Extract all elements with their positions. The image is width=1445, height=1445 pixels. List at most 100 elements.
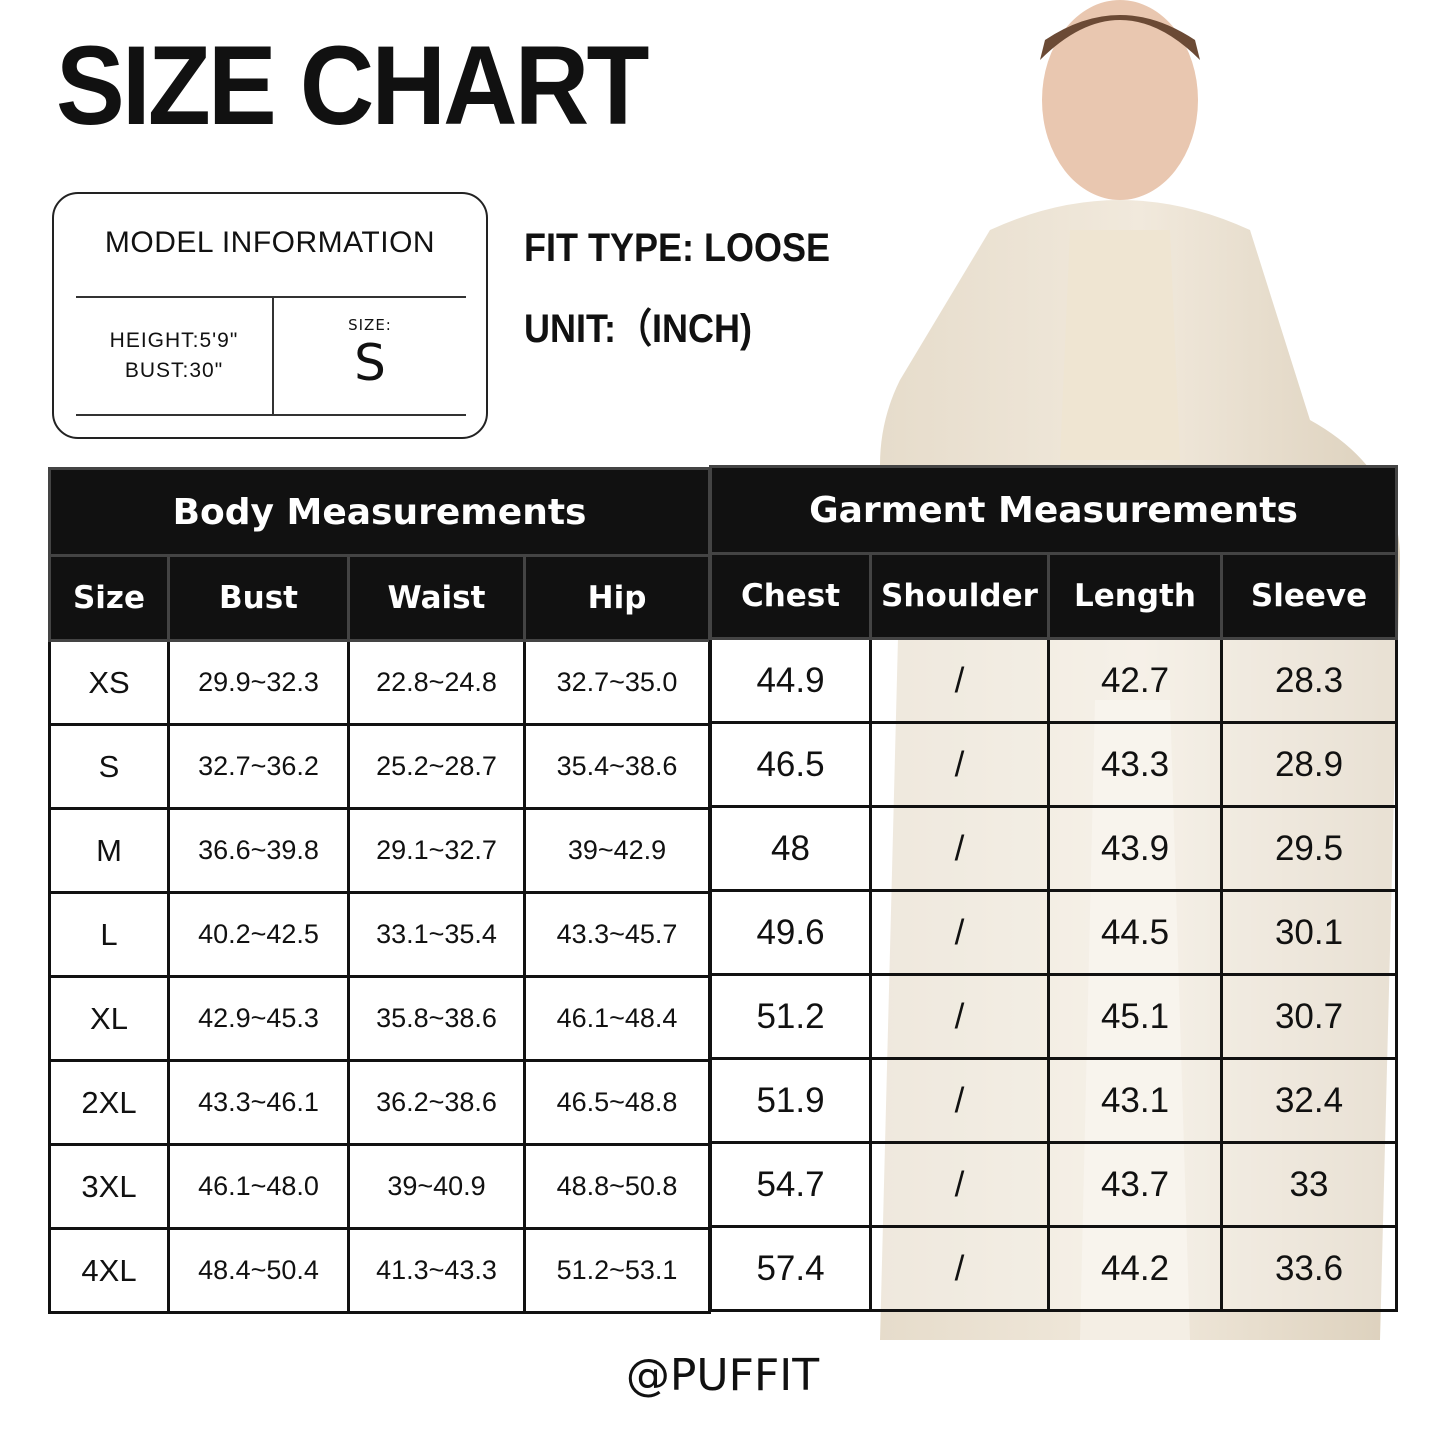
brand-handle: @PUFFIT xyxy=(625,1350,820,1401)
cell-shoulder: / xyxy=(869,637,1050,724)
cell-length: 43.7 xyxy=(1047,1141,1223,1228)
cell-shoulder: / xyxy=(869,721,1050,808)
table-row: L 40.2~42.5 33.1~35.4 43.3~45.7 xyxy=(48,891,712,978)
table-row: 2XL 43.3~46.1 36.2~38.6 46.5~48.8 xyxy=(48,1059,712,1146)
cell-bust: 42.9~45.3 xyxy=(167,975,350,1062)
column-header-chest: Chest xyxy=(709,552,872,640)
column-header-sleeve: Sleeve xyxy=(1219,552,1399,640)
cell-shoulder: / xyxy=(869,889,1050,976)
cell-length: 42.7 xyxy=(1047,637,1223,724)
cell-sleeve: 32.4 xyxy=(1219,1057,1399,1144)
model-height: HEIGHT:5'9" xyxy=(109,329,239,352)
divider xyxy=(76,414,466,416)
cell-length: 43.9 xyxy=(1047,805,1223,892)
model-information-heading: MODEL INFORMATION xyxy=(104,226,436,259)
table-row: M 36.6~39.8 29.1~32.7 39~42.9 xyxy=(48,807,712,894)
cell-hip: 48.8~50.8 xyxy=(522,1143,712,1230)
body-measurements-table: Body Measurements Size Bust Waist Hip XS 29.… xyxy=(47,467,712,1314)
cell-size: 3XL xyxy=(48,1143,170,1230)
model-information-box: MODEL INFORMATION HEIGHT:5'9" BUST:30" S… xyxy=(52,192,488,439)
cell-length: 45.1 xyxy=(1047,973,1223,1060)
table-row: 49.6/44.5 30.1 xyxy=(709,889,1399,976)
cell-length: 43.1 xyxy=(1047,1057,1223,1144)
cell-waist: 29.1~32.7 xyxy=(347,807,526,894)
cell-size: 2XL xyxy=(48,1059,170,1146)
table-row: 48/43.9 29.5 xyxy=(709,805,1399,892)
table-row: 51.2/45.1 30.7 xyxy=(709,973,1399,1060)
cell-bust: 46.1~48.0 xyxy=(167,1143,350,1230)
cell-size: L xyxy=(48,891,170,978)
cell-waist: 22.8~24.8 xyxy=(347,639,526,726)
cell-shoulder: / xyxy=(869,1141,1050,1228)
cell-waist: 39~40.9 xyxy=(347,1143,526,1230)
cell-size: XL xyxy=(48,975,170,1062)
cell-chest: 48 xyxy=(709,805,872,892)
cell-bust: 40.2~42.5 xyxy=(167,891,350,978)
fit-type: FIT TYPE: LOOSE xyxy=(524,226,831,270)
table-row: 51.9/43.1 32.4 xyxy=(709,1057,1399,1144)
cell-shoulder: / xyxy=(869,805,1050,892)
table-row: 46.5/43.3 28.9 xyxy=(709,721,1399,808)
cell-sleeve: 28.9 xyxy=(1219,721,1399,808)
table-row: XS 29.9~32.3 22.8~24.8 32.7~35.0 xyxy=(48,639,712,726)
cell-hip: 32.7~35.0 xyxy=(522,639,712,726)
table-row: XL 42.9~45.3 35.8~38.6 46.1~48.4 xyxy=(48,975,712,1062)
cell-bust: 29.9~32.3 xyxy=(167,639,350,726)
cell-sleeve: 30.1 xyxy=(1219,889,1399,976)
table-row: 3XL 46.1~48.0 39~40.9 48.8~50.8 xyxy=(48,1143,712,1230)
model-size-value: S xyxy=(354,334,386,392)
cell-hip: 39~42.9 xyxy=(522,807,712,894)
cell-waist: 25.2~28.7 xyxy=(347,723,526,810)
cell-hip: 43.3~45.7 xyxy=(522,891,712,978)
cell-chest: 51.9 xyxy=(709,1057,872,1144)
column-header-shoulder: Shoulder xyxy=(869,552,1050,640)
cell-chest: 44.9 xyxy=(709,637,872,724)
table-row: 54.7/43.7 33 xyxy=(709,1141,1399,1228)
cell-size: S xyxy=(48,723,170,810)
cell-hip: 35.4~38.6 xyxy=(522,723,712,810)
cell-chest: 57.4 xyxy=(709,1225,872,1312)
cell-waist: 33.1~35.4 xyxy=(347,891,526,978)
table-row: 44.9/42.7 28.3 xyxy=(709,637,1399,724)
garment-measurements-heading: Garment Measurements xyxy=(708,465,1399,555)
cell-chest: 51.2 xyxy=(709,973,872,1060)
cell-bust: 32.7~36.2 xyxy=(167,723,350,810)
model-bust: BUST:30" xyxy=(124,359,224,382)
cell-sleeve: 28.3 xyxy=(1219,637,1399,724)
cell-length: 43.3 xyxy=(1047,721,1223,808)
cell-bust: 36.6~39.8 xyxy=(167,807,350,894)
model-stats: HEIGHT:5'9" BUST:30" xyxy=(76,326,272,386)
cell-chest: 49.6 xyxy=(709,889,872,976)
cell-sleeve: 30.7 xyxy=(1219,973,1399,1060)
cell-sleeve: 29.5 xyxy=(1219,805,1399,892)
cell-size: M xyxy=(48,807,170,894)
cell-sleeve: 33.6 xyxy=(1219,1225,1399,1312)
cell-hip: 46.1~48.4 xyxy=(522,975,712,1062)
cell-waist: 36.2~38.6 xyxy=(347,1059,526,1146)
cell-bust: 48.4~50.4 xyxy=(167,1227,350,1314)
column-header-size: Size xyxy=(48,554,170,642)
model-size-label: SIZE: xyxy=(348,316,392,334)
cell-length: 44.5 xyxy=(1047,889,1223,976)
column-header-bust: Bust xyxy=(167,554,350,642)
table-row: 57.4/44.2 33.6 xyxy=(709,1225,1399,1312)
cell-shoulder: / xyxy=(869,1057,1050,1144)
cell-hip: 51.2~53.1 xyxy=(522,1227,712,1314)
table-row: S 32.7~36.2 25.2~28.7 35.4~38.6 xyxy=(48,723,712,810)
cell-bust: 43.3~46.1 xyxy=(167,1059,350,1146)
column-header-hip: Hip xyxy=(522,554,712,642)
column-header-waist: Waist xyxy=(347,554,526,642)
cell-chest: 54.7 xyxy=(709,1141,872,1228)
cell-size: 4XL xyxy=(48,1227,170,1314)
page-title: SIZE CHART xyxy=(56,23,649,148)
column-header-length: Length xyxy=(1047,552,1223,640)
divider xyxy=(76,296,466,298)
cell-size: XS xyxy=(48,639,170,726)
unit: UNIT:（INCH) xyxy=(524,307,752,351)
cell-shoulder: / xyxy=(869,1225,1050,1312)
cell-hip: 46.5~48.8 xyxy=(522,1059,712,1146)
cell-length: 44.2 xyxy=(1047,1225,1223,1312)
cell-waist: 35.8~38.6 xyxy=(347,975,526,1062)
table-row: 4XL 48.4~50.4 41.3~43.3 51.2~53.1 xyxy=(48,1227,712,1314)
divider xyxy=(272,298,274,416)
